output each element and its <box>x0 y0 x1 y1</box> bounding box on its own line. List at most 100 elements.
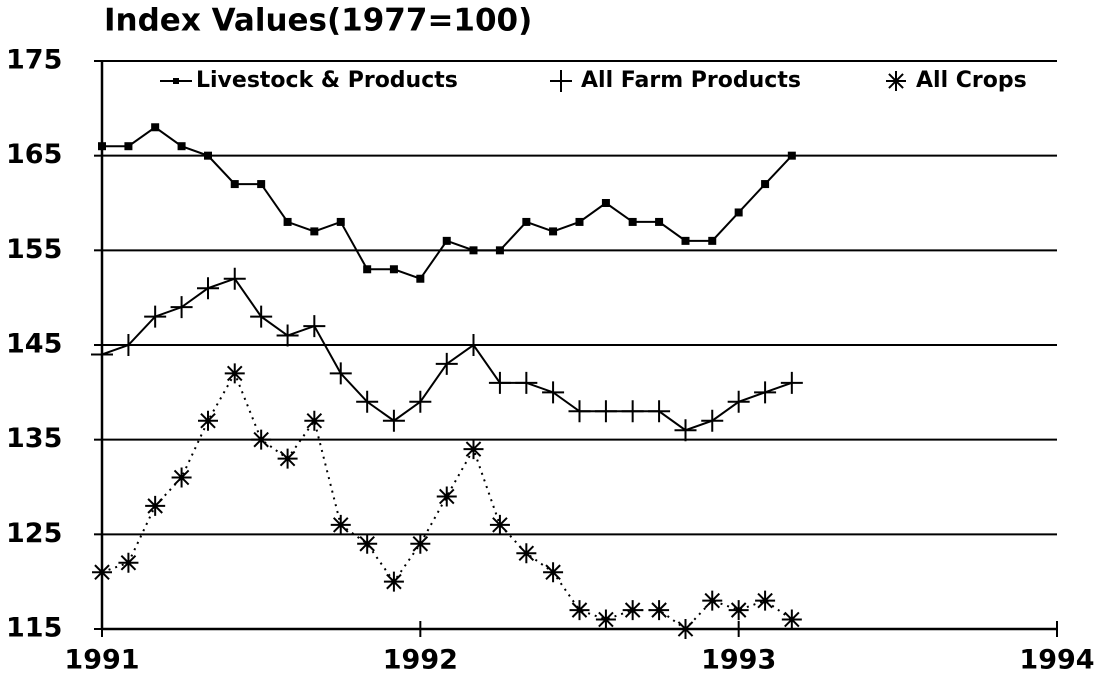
marker <box>522 217 531 226</box>
series-line <box>101 371 793 631</box>
marker <box>648 400 671 423</box>
marker <box>781 609 802 630</box>
marker <box>727 390 750 413</box>
marker <box>549 227 558 236</box>
marker <box>410 533 431 554</box>
marker <box>442 236 451 245</box>
marker <box>357 533 378 554</box>
y-tick-label: 125 <box>6 518 62 549</box>
marker <box>409 390 432 413</box>
marker <box>389 265 398 274</box>
marker <box>91 343 113 366</box>
marker <box>117 334 140 356</box>
marker <box>250 305 273 328</box>
marker <box>283 217 292 226</box>
marker <box>336 217 345 226</box>
marker <box>701 409 724 432</box>
marker <box>198 410 219 431</box>
legend-marker <box>886 71 906 91</box>
marker <box>655 217 664 226</box>
marker <box>628 217 637 226</box>
y-tick-label: 145 <box>6 329 62 360</box>
marker <box>356 390 379 413</box>
marker <box>304 410 325 431</box>
marker <box>224 363 245 384</box>
marker <box>755 590 776 611</box>
chart-title: Index Values(1977=100) <box>104 3 532 39</box>
marker <box>594 400 617 423</box>
marker <box>416 274 425 283</box>
marker <box>595 609 616 630</box>
x-tick-label: 1993 <box>701 645 776 676</box>
legend-marker <box>173 78 179 84</box>
marker <box>363 265 372 274</box>
marker <box>151 123 160 132</box>
marker <box>702 590 723 611</box>
y-tick-label: 175 <box>6 45 62 76</box>
marker <box>488 371 511 394</box>
marker <box>463 439 484 460</box>
marker <box>204 151 213 160</box>
x-tick-label: 1994 <box>1019 645 1094 676</box>
marker <box>649 600 670 621</box>
marker <box>330 514 351 535</box>
marker <box>780 371 803 394</box>
marker <box>543 562 564 583</box>
marker <box>277 448 298 469</box>
y-tick-label: 115 <box>6 613 62 644</box>
marker <box>489 514 510 535</box>
marker <box>98 142 106 151</box>
marker <box>469 246 478 255</box>
marker <box>675 619 696 639</box>
marker <box>118 552 139 573</box>
marker <box>674 419 697 442</box>
series-line <box>102 126 793 280</box>
marker <box>495 246 504 255</box>
legend-label: All Farm Products <box>581 68 801 93</box>
marker <box>568 400 591 423</box>
marker <box>223 267 246 290</box>
legend-marker <box>550 70 572 92</box>
marker <box>601 199 610 207</box>
marker <box>170 296 193 319</box>
marker <box>462 334 485 356</box>
marker <box>575 217 584 226</box>
marker <box>124 142 133 151</box>
x-tick-label: 1992 <box>383 645 458 676</box>
x-tick-label: 1991 <box>64 645 139 676</box>
marker <box>754 381 777 404</box>
marker <box>516 543 537 564</box>
marker <box>787 151 796 160</box>
marker <box>621 400 644 423</box>
marker <box>303 315 326 338</box>
y-tick-label: 165 <box>6 139 62 170</box>
marker <box>276 324 299 347</box>
marker <box>144 305 167 328</box>
legend-label: All Crops <box>916 68 1027 93</box>
y-tick-label: 135 <box>6 423 62 454</box>
marker <box>251 429 272 450</box>
marker <box>569 600 590 621</box>
y-tick-label: 155 <box>6 234 62 265</box>
marker <box>542 381 565 404</box>
marker <box>257 180 266 189</box>
marker <box>734 208 743 217</box>
marker <box>761 180 770 189</box>
marker <box>728 600 749 621</box>
marker <box>310 227 319 236</box>
marker <box>329 362 352 385</box>
marker <box>230 180 239 189</box>
marker <box>515 371 538 394</box>
marker <box>383 571 404 592</box>
marker <box>435 352 458 375</box>
marker <box>92 562 112 583</box>
marker <box>708 236 717 245</box>
marker <box>145 495 166 516</box>
marker <box>177 142 186 151</box>
marker <box>681 236 690 245</box>
legend-label: Livestock & Products <box>196 68 458 93</box>
marker <box>171 467 192 488</box>
marker <box>436 486 457 507</box>
